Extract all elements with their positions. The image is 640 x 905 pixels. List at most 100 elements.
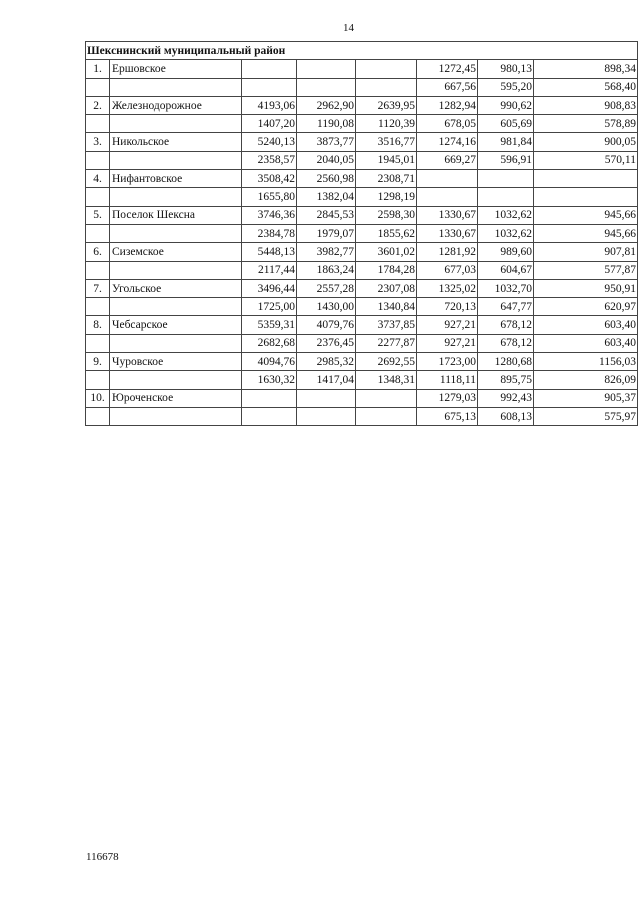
value-cell [416, 187, 478, 207]
value-cell [477, 187, 534, 207]
row-number: 4. [85, 169, 110, 189]
row-number [85, 370, 110, 390]
page-number: 14 [343, 22, 354, 34]
value-cell [355, 59, 417, 79]
settlement-name [109, 406, 242, 427]
value-cell: 2962,90 [296, 95, 356, 116]
value-cell: 1348,31 [355, 370, 417, 390]
value-cell: 905,37 [533, 388, 638, 408]
value-cell: 5240,13 [241, 132, 297, 152]
value-cell: 1382,04 [296, 187, 356, 207]
table-row: 1655,80 1382,04 1298,19 [85, 187, 638, 207]
value-cell: 677,03 [416, 260, 478, 280]
value-cell: 2557,28 [296, 278, 356, 299]
table-row: 9. Чуровское 4094,76 2985,32 2692,55 1723,00 1… [85, 352, 638, 372]
settlement-name [109, 297, 242, 317]
settlement-name: Чебсарское [109, 315, 242, 335]
value-cell: 981,84 [477, 132, 534, 152]
settlement-name: Нифантовское [109, 169, 242, 189]
row-number [85, 150, 110, 171]
table-row: 6. Сиземское 5448,13 3982,77 3601,02 1281,92 9… [85, 242, 638, 262]
value-cell: 575,97 [533, 406, 638, 427]
value-cell: 3496,44 [241, 278, 297, 299]
value-cell: 3737,85 [355, 315, 417, 335]
value-cell: 1430,00 [296, 297, 356, 317]
value-cell: 669,27 [416, 150, 478, 171]
row-number: 10. [85, 388, 110, 408]
row-number: 6. [85, 242, 110, 262]
row-number: 5. [85, 205, 110, 225]
value-cell: 678,12 [477, 315, 534, 335]
table-row: 667,56 595,20 568,40 [85, 77, 638, 97]
row-number: 2. [85, 95, 110, 116]
value-cell [241, 59, 297, 79]
value-cell: 1118,11 [416, 370, 478, 390]
table-row: 2682,68 2376,45 2277,87 927,21 678,12 603,40 [85, 333, 638, 354]
settlement-name [109, 223, 242, 244]
table-row: 5. Поселок Шексна 3746,36 2845,53 2598,30 133… [85, 205, 638, 225]
value-cell: 647,77 [477, 297, 534, 317]
value-cell: 1325,02 [416, 278, 478, 299]
value-cell: 5448,13 [241, 242, 297, 262]
value-cell [296, 406, 356, 427]
table-row: 7. Угольское 3496,44 2557,28 2307,08 1325,02 1… [85, 278, 638, 299]
row-number: 1. [85, 59, 110, 79]
value-cell: 2277,87 [355, 333, 417, 354]
value-cell [241, 77, 297, 97]
value-cell: 2040,05 [296, 150, 356, 171]
row-number [85, 114, 110, 134]
settlement-name: Чуровское [109, 352, 242, 372]
value-cell: 950,91 [533, 278, 638, 299]
value-cell: 1279,03 [416, 388, 478, 408]
value-cell: 578,89 [533, 114, 638, 134]
row-number: 7. [85, 278, 110, 299]
row-number: 8. [85, 315, 110, 335]
value-cell: 2358,57 [241, 150, 297, 171]
section-title: Шекснинский муниципальный район [85, 40, 638, 61]
value-cell: 4193,06 [241, 95, 297, 116]
value-cell: 1945,01 [355, 150, 417, 171]
value-cell: 1407,20 [241, 114, 297, 134]
table-row: 1. Ершовское 1272,45 980,13 898,34 [85, 59, 638, 79]
value-cell: 675,13 [416, 406, 478, 427]
value-cell: 2692,55 [355, 352, 417, 372]
value-cell: 1630,32 [241, 370, 297, 390]
value-cell: 1120,39 [355, 114, 417, 134]
value-cell: 927,21 [416, 315, 478, 335]
settlement-name: Угольское [109, 278, 242, 299]
value-cell: 895,75 [477, 370, 534, 390]
row-number: 3. [85, 132, 110, 152]
value-cell: 3508,42 [241, 169, 297, 189]
settlement-name: Никольское [109, 132, 242, 152]
row-number [85, 333, 110, 354]
value-cell: 605,69 [477, 114, 534, 134]
value-cell: 826,09 [533, 370, 638, 390]
value-cell: 678,05 [416, 114, 478, 134]
value-cell [533, 187, 638, 207]
row-number [85, 297, 110, 317]
value-cell: 1156,03 [533, 352, 638, 372]
value-cell: 1298,19 [355, 187, 417, 207]
table-row: 1630,32 1417,04 1348,31 1118,11 895,75 826,09 [85, 370, 638, 390]
value-cell: 2384,78 [241, 223, 297, 244]
value-cell: 1330,67 [416, 223, 478, 244]
value-cell: 945,66 [533, 223, 638, 244]
value-cell: 990,62 [477, 95, 534, 116]
value-cell: 2376,45 [296, 333, 356, 354]
settlement-name [109, 150, 242, 171]
value-cell: 1655,80 [241, 187, 297, 207]
section-header-row: Шекснинский муниципальный район [85, 40, 638, 61]
settlement-name [109, 260, 242, 280]
value-cell: 1330,67 [416, 205, 478, 225]
value-cell: 908,83 [533, 95, 638, 116]
value-cell: 577,87 [533, 260, 638, 280]
tariff-table: Шекснинский муниципальный район 1. Ершовс… [85, 40, 638, 427]
value-cell [296, 388, 356, 408]
value-cell: 720,13 [416, 297, 478, 317]
table-row: 2117,44 1863,24 1784,28 677,03 604,67 577,87 [85, 260, 638, 280]
value-cell [296, 59, 356, 79]
settlement-name [109, 370, 242, 390]
value-cell: 989,60 [477, 242, 534, 262]
value-cell: 620,97 [533, 297, 638, 317]
settlement-name [109, 187, 242, 207]
